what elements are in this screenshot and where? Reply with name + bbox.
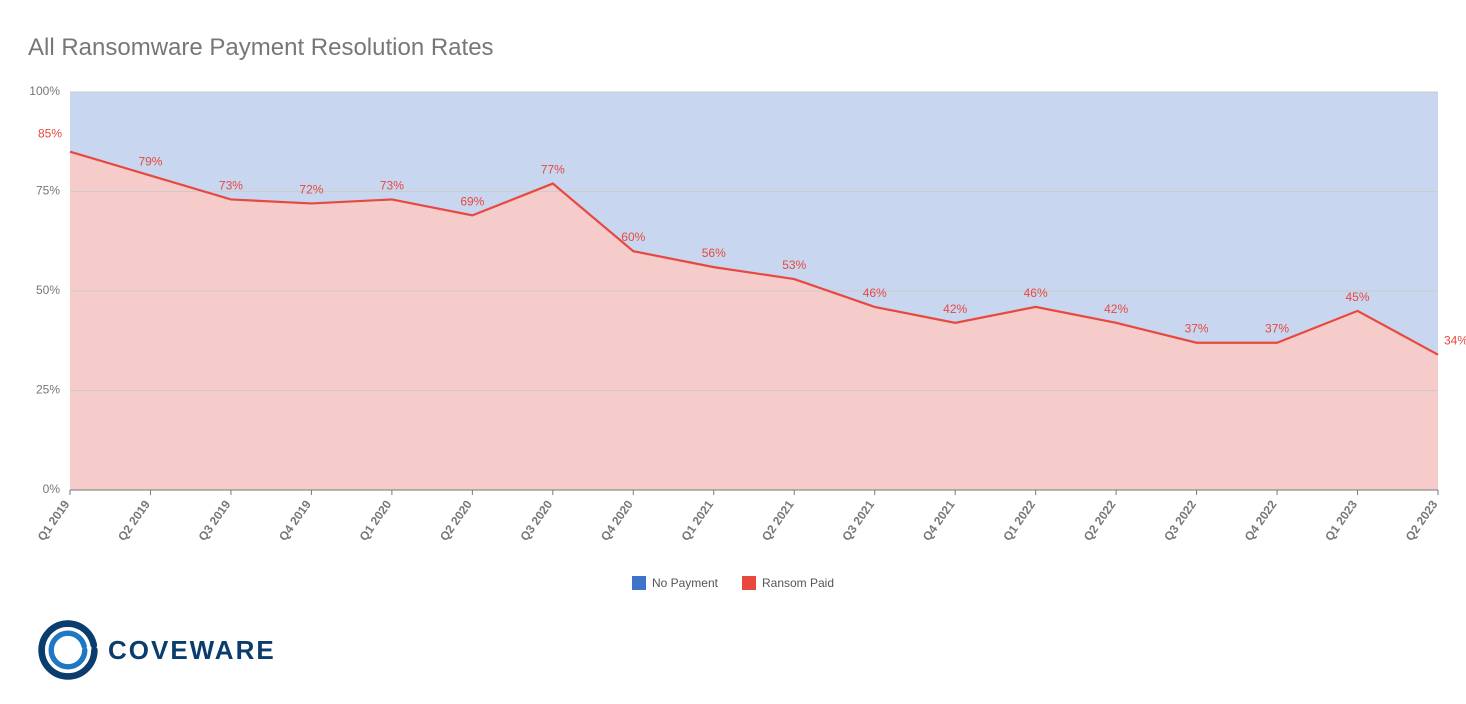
data-label: 85%	[38, 127, 62, 141]
x-tick-label: Q3 2020	[517, 497, 555, 543]
data-label: 73%	[380, 178, 404, 192]
data-label: 45%	[1346, 290, 1370, 304]
logo-text: COVEWARE	[108, 635, 276, 666]
x-tick-label: Q3 2019	[196, 497, 234, 543]
data-label: 69%	[460, 194, 484, 208]
legend-item: No Payment	[632, 576, 718, 590]
x-tick-label: Q4 2021	[920, 497, 958, 543]
data-label: 56%	[702, 246, 726, 260]
data-label: 42%	[1104, 302, 1128, 316]
x-tick-label: Q1 2019	[35, 497, 73, 543]
x-tick-label: Q2 2021	[759, 497, 797, 543]
x-tick-label: Q1 2021	[678, 497, 716, 543]
x-tick-label: Q1 2022	[1000, 497, 1038, 543]
data-label: 77%	[541, 163, 565, 177]
x-tick-label: Q2 2023	[1403, 497, 1441, 543]
chart-plot: 0% 25% 50% 75% 100% Q1 2019 Q2 2019 Q3 2019 Q4 2…	[0, 0, 1466, 704]
data-label: 72%	[299, 182, 323, 196]
legend-item: Ransom Paid	[742, 576, 834, 590]
data-label: 42%	[943, 302, 967, 316]
data-label: 73%	[219, 178, 243, 192]
x-tick-label: Q1 2023	[1322, 497, 1360, 543]
legend: No Payment Ransom Paid	[0, 576, 1466, 590]
y-tick-label: 75%	[36, 184, 60, 198]
y-tick-label: 100%	[29, 84, 60, 98]
data-label: 34%	[1444, 334, 1466, 348]
x-tick-label: Q4 2022	[1242, 497, 1280, 543]
legend-swatch	[632, 576, 646, 590]
logo-rings-icon	[38, 620, 98, 680]
data-label: 79%	[138, 155, 162, 169]
x-tick-label: Q3 2022	[1161, 497, 1199, 543]
y-tick-label: 50%	[36, 283, 60, 297]
y-tick-label: 0%	[43, 482, 61, 496]
data-label: 60%	[621, 230, 645, 244]
chart-container: All Ransomware Payment Resolution Rates …	[0, 0, 1466, 704]
x-tick-label: Q3 2021	[839, 497, 877, 543]
data-label: 53%	[782, 258, 806, 272]
y-tick-label: 25%	[36, 383, 60, 397]
legend-swatch	[742, 576, 756, 590]
x-tick-label: Q4 2020	[598, 497, 636, 543]
data-label: 37%	[1265, 322, 1289, 336]
x-tick-label: Q2 2019	[115, 497, 153, 543]
x-tick-label: Q2 2022	[1081, 497, 1119, 543]
legend-label: No Payment	[652, 576, 718, 590]
brand-logo: COVEWARE	[38, 620, 276, 680]
legend-label: Ransom Paid	[762, 576, 834, 590]
data-label: 37%	[1185, 322, 1209, 336]
data-label: 46%	[863, 286, 887, 300]
x-tick-label: Q2 2020	[437, 497, 475, 543]
data-label: 46%	[1024, 286, 1048, 300]
x-tick-label: Q4 2019	[276, 497, 314, 543]
x-tick-label: Q1 2020	[356, 497, 394, 543]
